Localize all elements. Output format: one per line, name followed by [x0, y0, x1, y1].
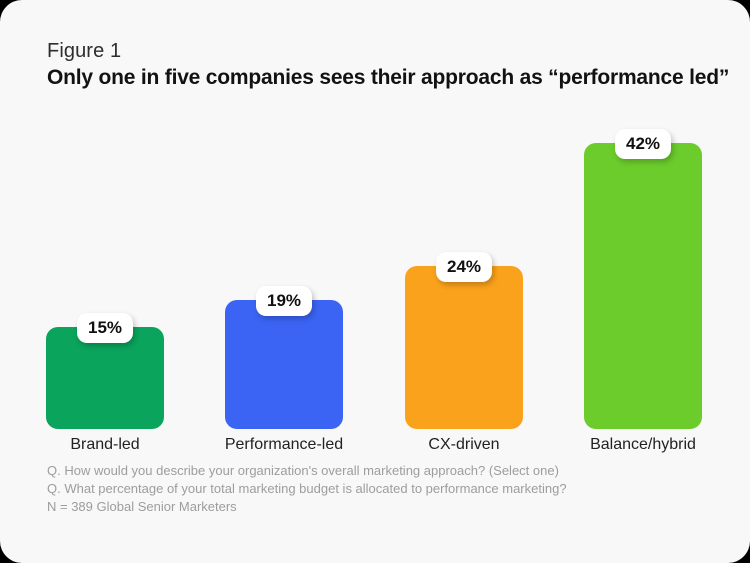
bar-performance-led	[225, 300, 343, 429]
footnote-question-1: Q. How would you describe your organizat…	[47, 463, 559, 478]
footnote-question-2: Q. What percentage of your total marketi…	[47, 481, 567, 496]
footnote-sample-size: N = 389 Global Senior Marketers	[47, 499, 237, 514]
bar-brand-led	[46, 327, 164, 429]
category-label-cx-driven: CX-driven	[428, 436, 500, 453]
category-label-brand-led: Brand-led	[70, 436, 140, 453]
bar-balance-hybrid	[584, 143, 702, 429]
figure-label: Figure 1	[47, 40, 122, 62]
category-label-balance-hybrid: Balance/hybrid	[590, 436, 696, 453]
category-label-performance-led: Performance-led	[224, 436, 344, 453]
value-badge-balance-hybrid: 42%	[615, 129, 671, 159]
value-badge-performance-led: 19%	[256, 286, 312, 316]
figure-title: Only one in five companies sees their ap…	[47, 66, 730, 89]
value-badge-cx-driven: 24%	[436, 252, 492, 282]
value-badge-brand-led: 15%	[77, 313, 133, 343]
bar-cx-driven	[405, 266, 523, 429]
footnotes: Q. How would you describe your organizat…	[47, 462, 567, 516]
